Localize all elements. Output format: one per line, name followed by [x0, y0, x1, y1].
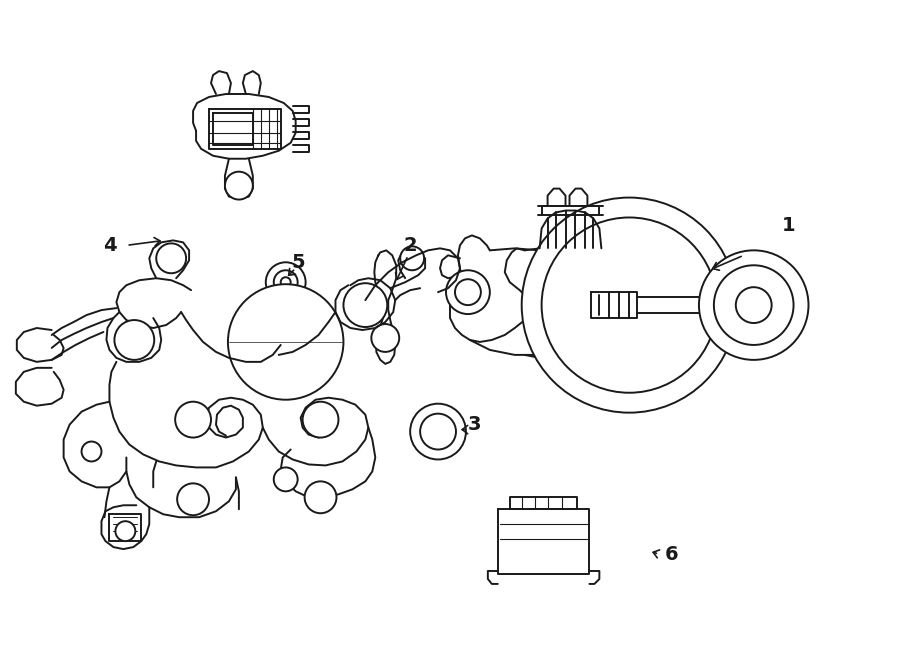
Circle shape — [115, 521, 135, 541]
Circle shape — [372, 324, 400, 352]
Circle shape — [714, 265, 794, 345]
Text: 3: 3 — [468, 415, 482, 434]
Circle shape — [82, 442, 102, 461]
Circle shape — [410, 404, 466, 459]
Circle shape — [344, 283, 387, 327]
Circle shape — [446, 270, 490, 314]
Text: 2: 2 — [403, 236, 417, 255]
Circle shape — [302, 402, 338, 438]
Circle shape — [420, 414, 456, 449]
Circle shape — [281, 277, 291, 287]
Circle shape — [304, 481, 337, 513]
Circle shape — [266, 262, 306, 302]
Circle shape — [274, 270, 298, 294]
Text: 4: 4 — [103, 236, 116, 255]
Circle shape — [455, 279, 481, 305]
Circle shape — [699, 250, 808, 360]
Text: 5: 5 — [292, 253, 305, 272]
Circle shape — [522, 197, 737, 412]
Circle shape — [225, 171, 253, 199]
Circle shape — [177, 483, 209, 515]
Circle shape — [274, 467, 298, 491]
Circle shape — [228, 284, 344, 400]
Circle shape — [114, 320, 154, 360]
Circle shape — [736, 287, 771, 323]
Circle shape — [542, 218, 717, 393]
Circle shape — [400, 246, 424, 270]
Text: 1: 1 — [782, 216, 796, 235]
Circle shape — [176, 402, 211, 438]
Circle shape — [157, 244, 186, 273]
Text: 6: 6 — [664, 545, 678, 563]
